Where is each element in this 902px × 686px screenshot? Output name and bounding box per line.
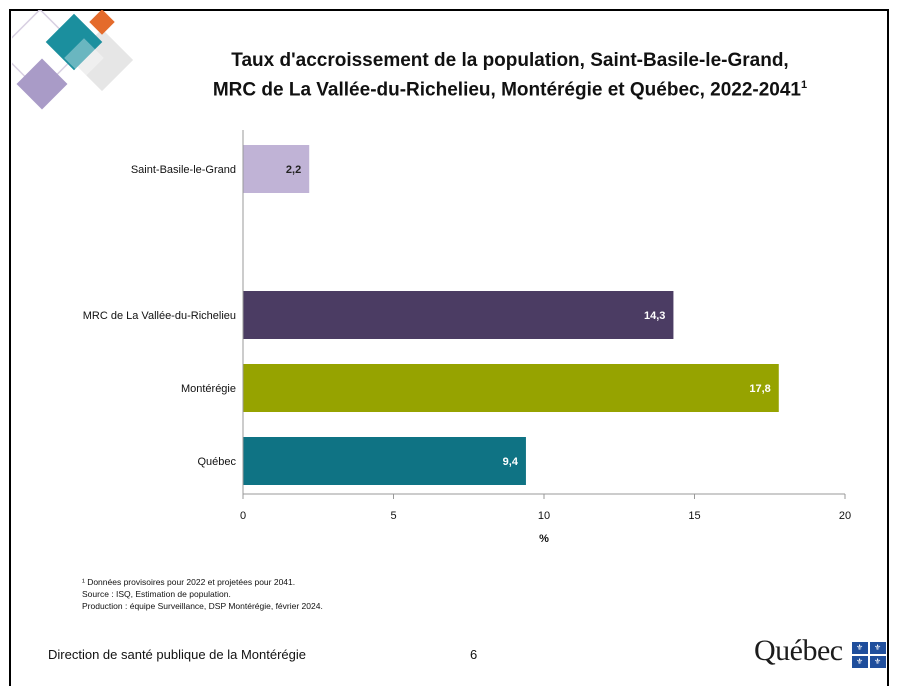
category-label: Saint-Basile-le-Grand [131, 164, 236, 176]
footnotes: ¹ Données provisoires pour 2022 et proje… [82, 576, 323, 612]
x-tick-label: 5 [390, 510, 396, 522]
quebec-logo: Québec ⚜ ⚜ ⚜ ⚜ [750, 634, 890, 674]
x-tick-label: 15 [688, 510, 700, 522]
slide-frame-bottom [9, 674, 889, 686]
deco-square-orange [89, 10, 115, 35]
chart-title: Taux d'accroissement de la population, S… [150, 48, 870, 102]
deco-square-lilac [16, 58, 68, 110]
category-label: MRC de La Vallée-du-Richelieu [83, 310, 236, 322]
bar [243, 437, 526, 485]
x-axis-label: % [539, 533, 549, 545]
x-tick-label: 10 [538, 510, 550, 522]
footer-organization: Direction de santé publique de la Montér… [48, 647, 307, 662]
category-label: Québec [197, 456, 236, 468]
footnote-production: Production : équipe Surveillance, DSP Mo… [82, 601, 323, 611]
x-tick-label: 20 [839, 510, 851, 522]
chart-title-line1: Taux d'accroissement de la population, S… [231, 50, 789, 71]
bar-value-label: 9,4 [503, 456, 519, 468]
bar-value-label: 17,8 [749, 383, 770, 395]
chart-title-footnote-marker: 1 [801, 79, 808, 91]
category-label: Montérégie [181, 383, 236, 395]
footnote-source: Source : ISQ, Estimation de population. [82, 589, 231, 599]
slide-frame [9, 9, 889, 674]
logo-text: Québec [754, 634, 843, 667]
bar [243, 364, 779, 412]
bar-value-label: 2,2 [286, 164, 301, 176]
bar-value-label: 14,3 [644, 310, 665, 322]
x-tick-label: 0 [240, 510, 246, 522]
chart-title-line2: MRC de La Vallée-du-Richelieu, Montérégi… [212, 79, 801, 101]
bar [243, 145, 310, 193]
page-number: 6 [470, 647, 478, 662]
decorative-squares [12, 10, 134, 110]
footnote-1: ¹ Données provisoires pour 2022 et proje… [82, 577, 296, 587]
deco-square-teal [45, 13, 103, 71]
bar [243, 291, 674, 339]
fleur-de-lis-flag-icon: ⚜ ⚜ ⚜ ⚜ [852, 642, 886, 668]
